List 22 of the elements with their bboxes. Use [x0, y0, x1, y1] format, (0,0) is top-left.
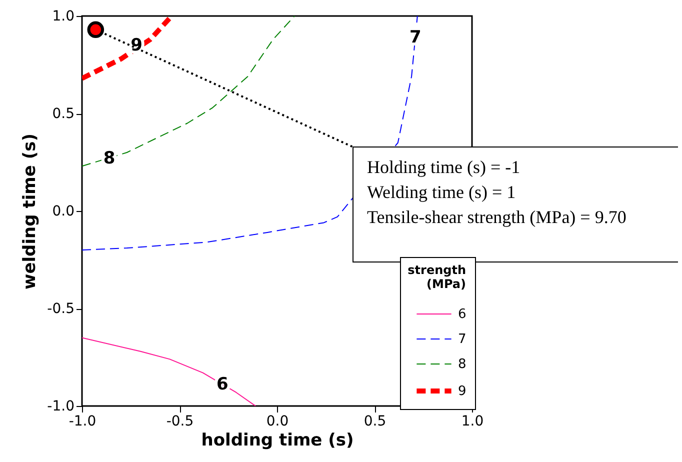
annotation: 8: [103, 148, 116, 168]
legend-label: 7: [458, 332, 466, 347]
x-tick-label: 1.0: [461, 414, 484, 430]
y-tick-label: 0.5: [52, 106, 74, 122]
x-tick-label: -1.0: [68, 414, 96, 430]
x-tick-label: 0.0: [266, 414, 289, 430]
y-tick-label: 1.0: [52, 8, 74, 24]
legend-label: 6: [458, 307, 466, 322]
y-tick-label: -0.5: [47, 301, 74, 317]
x-tick-label: -0.5: [166, 414, 194, 430]
y-tick-label: -1.0: [47, 398, 74, 414]
annotation: 7: [410, 27, 422, 48]
legend-label: 9: [458, 384, 466, 399]
annotation: Holding time (s) = -1 Welding time (s) = 1 Tensile-shear strength (MPa) = 9.70: [367, 157, 626, 227]
line-series: [82, 16, 296, 167]
y-axis-title: welding time (s): [20, 133, 40, 290]
y-tick-label: 0.0: [52, 204, 74, 220]
legend-title: strength (MPa): [408, 263, 466, 291]
legend-label: 8: [458, 357, 466, 372]
line-series: [82, 337, 256, 406]
x-axis-title: holding time (s): [201, 430, 354, 450]
x-tick-label: 0.5: [364, 414, 386, 430]
